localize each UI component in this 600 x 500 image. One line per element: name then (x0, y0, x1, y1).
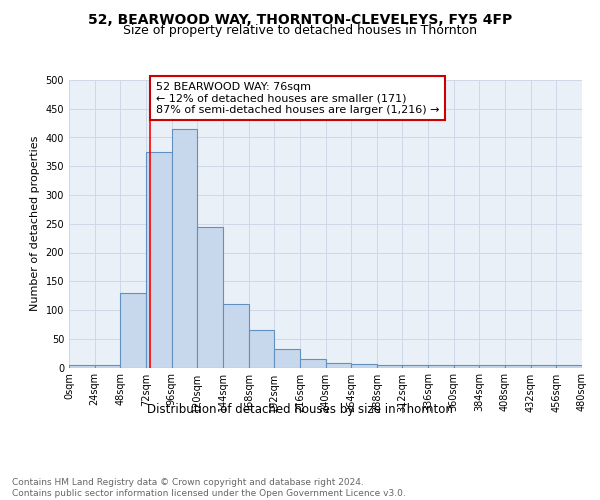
Bar (428, 364, 454, 368)
Bar (95, 364, 121, 368)
Bar (146, 152, 172, 368)
Bar (377, 364, 403, 368)
Bar (223, 304, 248, 368)
Text: 52, BEARWOOD WAY, THORNTON-CLEVELEYS, FY5 4FP: 52, BEARWOOD WAY, THORNTON-CLEVELEYS, FY… (88, 12, 512, 26)
Text: Contains HM Land Registry data © Crown copyright and database right 2024.
Contai: Contains HM Land Registry data © Crown c… (12, 478, 406, 498)
Bar (300, 359, 325, 368)
Bar (121, 292, 146, 368)
Bar (505, 364, 531, 368)
Bar (69, 364, 95, 368)
Bar (172, 129, 197, 368)
Bar (479, 364, 505, 368)
Y-axis label: Number of detached properties: Number of detached properties (30, 136, 40, 312)
Bar (248, 330, 274, 368)
Bar (274, 348, 300, 368)
Text: 52 BEARWOOD WAY: 76sqm
← 12% of detached houses are smaller (171)
87% of semi-de: 52 BEARWOOD WAY: 76sqm ← 12% of detached… (156, 82, 439, 115)
Bar (531, 364, 556, 368)
Bar (197, 226, 223, 368)
Bar (403, 364, 428, 368)
Bar (351, 364, 377, 368)
Bar (325, 363, 351, 368)
Text: Distribution of detached houses by size in Thornton: Distribution of detached houses by size … (147, 402, 453, 415)
Text: Size of property relative to detached houses in Thornton: Size of property relative to detached ho… (123, 24, 477, 37)
Bar (454, 364, 479, 368)
Bar (556, 364, 582, 368)
